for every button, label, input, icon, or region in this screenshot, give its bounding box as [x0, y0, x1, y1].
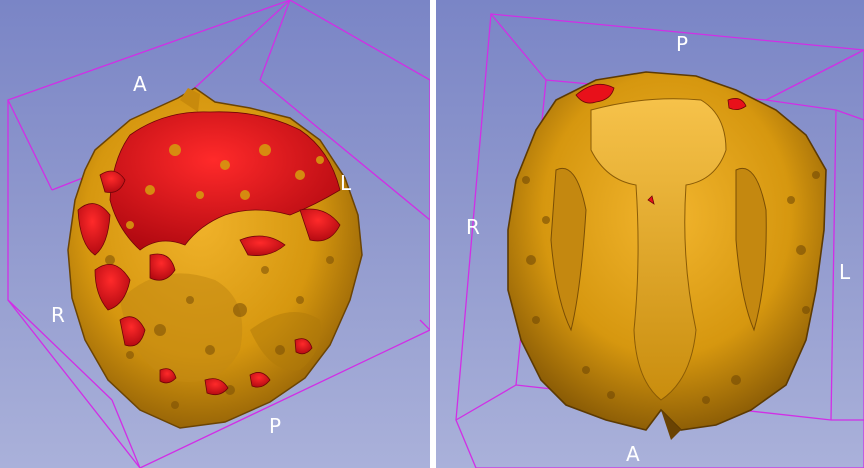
left-3d-scene — [7, 0, 430, 468]
orientation-label-left: L — [839, 260, 851, 284]
orientation-label-left: L — [340, 171, 352, 195]
red-segment-surface — [77, 111, 341, 396]
orientation-label-posterior: P — [676, 32, 689, 56]
bounding-box — [7, 0, 430, 468]
view-divider — [430, 0, 436, 468]
red-segment-surface — [575, 83, 747, 205]
orientation-label-posterior: P — [269, 414, 282, 438]
left-3d-view[interactable]: A L R P — [0, 0, 430, 468]
orientation-label-anterior: A — [133, 72, 147, 96]
orientation-label-right: R — [466, 215, 480, 239]
right-3d-view[interactable]: P R L A — [436, 0, 864, 468]
orientation-label-anterior: A — [626, 442, 640, 466]
orientation-label-right: R — [51, 303, 65, 327]
orange-speckle-on-red — [126, 144, 324, 229]
orange-segment-surface — [507, 71, 827, 440]
right-3d-scene — [455, 13, 864, 468]
